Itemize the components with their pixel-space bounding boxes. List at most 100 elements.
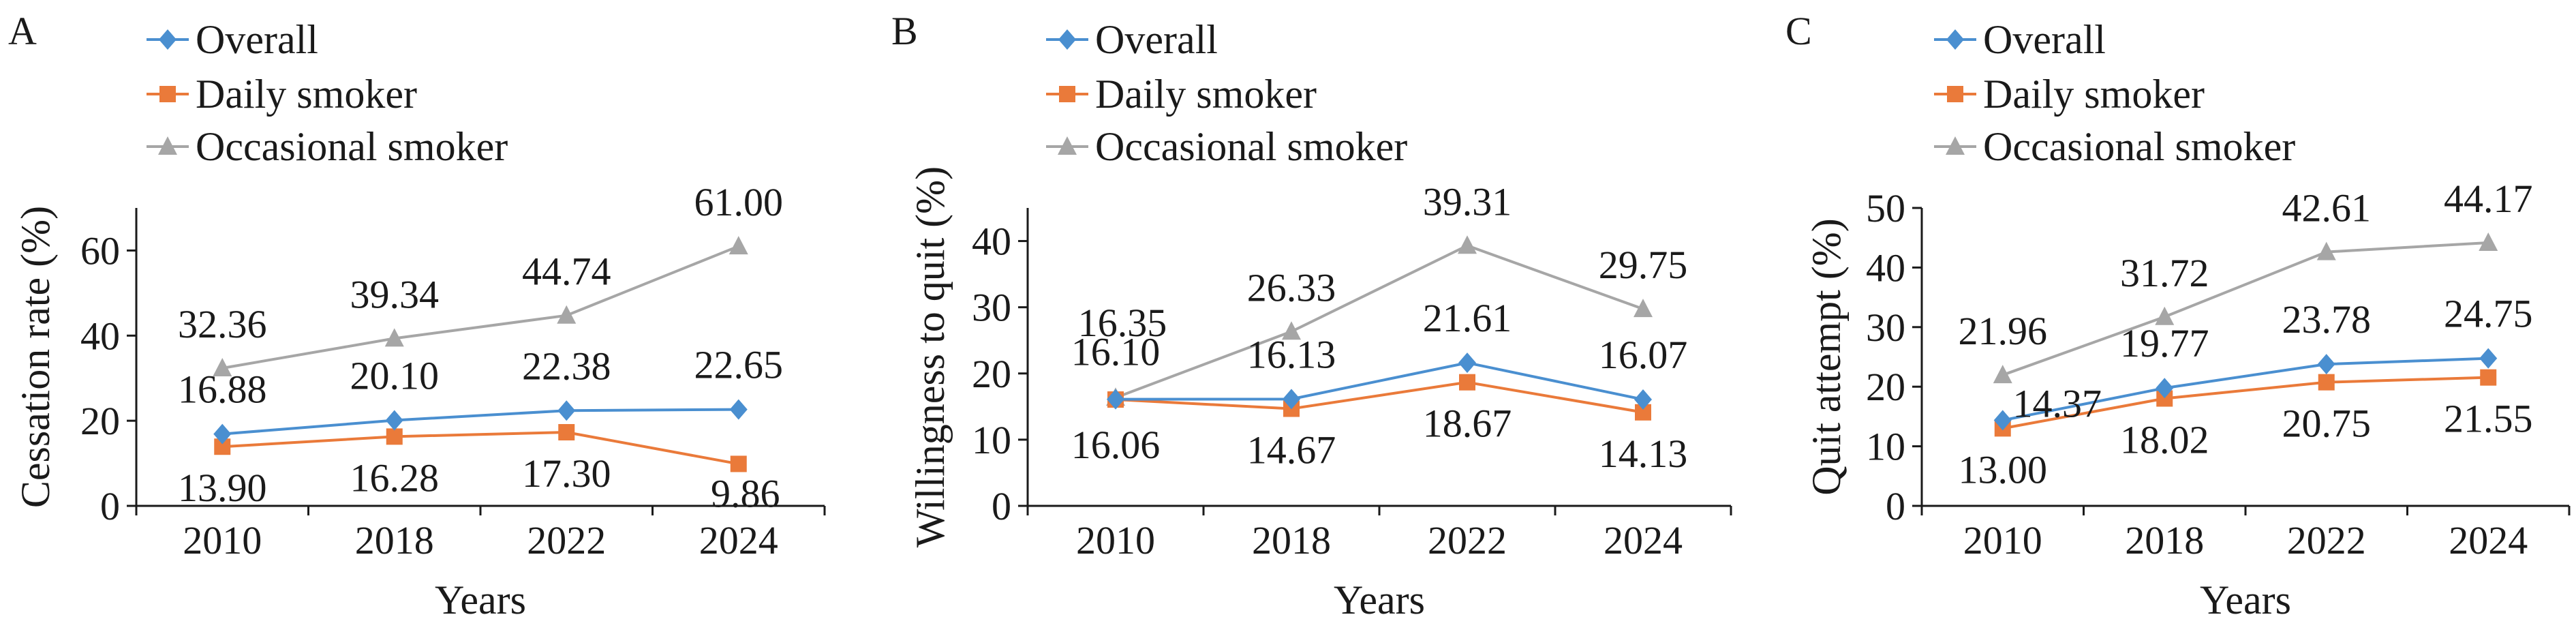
axes: 0 10 20 30 40 50 2010 2018 2022 2024 Years Quit att…: [1804, 186, 2571, 622]
data-point-occasional: [557, 305, 577, 324]
data-labels: 16.88 20.10 22.38 22.65 13.90 16.28 17.30 9.86 3…: [178, 180, 783, 515]
data-label-occasional: 29.75: [1599, 243, 1688, 287]
data-point-occasional: [213, 357, 232, 376]
data-label-occasional: 44.17: [2444, 177, 2533, 221]
data-point-occasional: [2479, 232, 2498, 251]
data-label-daily: 9.86: [711, 471, 780, 515]
x-tick-label: 2018: [355, 518, 434, 562]
data-label-daily: 16.28: [350, 455, 440, 500]
data-label-overall: 16.88: [178, 367, 267, 412]
data-point-occasional: [384, 328, 404, 347]
legend-label-occasional: Occasional smoker: [196, 124, 508, 169]
x-tick-label: 2018: [2125, 518, 2204, 562]
series-occasional: [213, 236, 748, 376]
data-label-daily: 21.55: [2444, 397, 2533, 441]
legend-label-daily: Daily smoker: [1095, 72, 1317, 117]
panel-a: A Overall Daily smoker Occasional smoker 0 20…: [8, 9, 826, 622]
data-label-occasional: 16.35: [1078, 301, 1167, 345]
y-tick-label: 10: [972, 418, 1011, 462]
data-label-overall: 19.77: [2120, 321, 2209, 365]
x-tick-label: 2024: [2449, 518, 2528, 562]
data-labels: 14.37 19.77 23.78 24.75 13.00 18.02 20.75 21.55…: [1959, 177, 2533, 492]
data-label-occasional: 61.00: [694, 180, 784, 224]
data-label-daily: 16.06: [1071, 423, 1161, 467]
data-point-overall: [1283, 389, 1300, 410]
data-point-overall: [385, 410, 403, 431]
series-line-occasional: [221, 245, 739, 370]
data-label-daily: 18.67: [1423, 402, 1512, 446]
y-tick-label: 30: [972, 286, 1011, 330]
legend-marker-overall: [159, 29, 177, 50]
data-point-daily: [558, 423, 575, 440]
data-point-overall: [2479, 348, 2498, 369]
y-tick-label: 40: [1866, 245, 1905, 290]
legend-marker-occasional: [158, 136, 177, 155]
data-label-daily: 13.90: [178, 466, 267, 510]
series-overall: [213, 399, 748, 445]
data-label-daily: 20.75: [2282, 402, 2372, 446]
panel-letter: A: [8, 9, 37, 53]
data-label-occasional: 21.96: [1959, 309, 2048, 353]
data-label-overall: 22.38: [522, 344, 611, 388]
data-point-overall: [1634, 389, 1652, 410]
data-label-overall: 22.65: [694, 343, 784, 387]
x-tick-label: 2018: [1252, 518, 1331, 562]
y-axis-title: Willingness to quit (%): [908, 166, 953, 547]
data-point-overall: [1993, 410, 2012, 431]
data-label-occasional: 44.74: [522, 250, 611, 294]
y-tick-label: 20: [972, 352, 1011, 396]
y-tick-label: 60: [80, 228, 120, 273]
legend-marker-daily: [1059, 86, 1075, 102]
data-point-occasional: [2316, 241, 2336, 260]
legend-label-overall: Overall: [1983, 17, 2106, 62]
data-label-occasional: 39.34: [350, 272, 440, 316]
panel-letter: C: [1785, 9, 1812, 53]
axes: 0 20 40 60 2010 2018 2022 2024 Years Cessation ra…: [13, 206, 826, 622]
legend: Overall Daily smoker Occasional smoker: [147, 17, 508, 169]
data-label-daily: 13.00: [1959, 447, 2048, 492]
x-tick-label: 2022: [2287, 518, 2366, 562]
legend: Overall Daily smoker Occasional smoker: [1046, 17, 1407, 169]
x-axis-title: Years: [2200, 577, 2291, 622]
legend-marker-daily: [1947, 86, 1963, 102]
series-line-daily: [2002, 376, 2489, 430]
data-point-daily: [1459, 374, 1475, 391]
legend-label-occasional: Occasional smoker: [1095, 124, 1407, 169]
x-tick-label: 2010: [183, 518, 262, 562]
data-label-occasional: 42.61: [2282, 186, 2372, 230]
data-label-occasional: 31.72: [2120, 251, 2209, 295]
legend-label-overall: Overall: [1095, 17, 1218, 62]
legend-label-occasional: Occasional smoker: [1983, 124, 2295, 169]
data-label-daily: 14.13: [1599, 432, 1688, 476]
panel-letter: B: [891, 9, 918, 53]
data-label-overall: 16.10: [1071, 330, 1161, 374]
data-point-overall: [557, 400, 576, 421]
data-labels: 16.10 16.13 21.61 16.07 16.06 14.67 18.67 14.13…: [1071, 179, 1688, 476]
series-daily: [1994, 369, 2497, 437]
data-point-occasional: [1993, 365, 2012, 384]
legend-marker-daily: [159, 86, 176, 102]
legend: Overall Daily smoker Occasional smoker: [1934, 17, 2295, 169]
data-label-overall: 14.37: [2013, 381, 2102, 425]
data-point-daily: [386, 428, 403, 445]
legend-marker-overall: [1946, 29, 1964, 50]
series-line-overall: [2002, 357, 2489, 422]
y-axis-title: Cessation rate (%): [13, 206, 58, 508]
y-tick-label: 0: [992, 484, 1011, 528]
data-point-overall: [2156, 378, 2174, 399]
legend-label-overall: Overall: [196, 17, 318, 62]
data-point-daily: [2318, 374, 2335, 391]
data-point-occasional: [2155, 306, 2175, 325]
y-tick-label: 40: [972, 220, 1011, 264]
data-label-overall: 20.10: [350, 354, 440, 398]
data-point-overall: [2317, 354, 2335, 375]
y-tick-label: 30: [1866, 305, 1905, 350]
data-label-daily: 14.67: [1247, 428, 1336, 472]
y-tick-label: 10: [1866, 425, 1905, 469]
series-overall: [1993, 348, 2498, 431]
legend-marker-occasional: [1058, 136, 1077, 155]
data-point-occasional: [1282, 321, 1301, 340]
data-label-daily: 17.30: [522, 451, 611, 496]
panel-c: C Overall Daily smoker Occasional smoker 0 10…: [1785, 9, 2571, 622]
